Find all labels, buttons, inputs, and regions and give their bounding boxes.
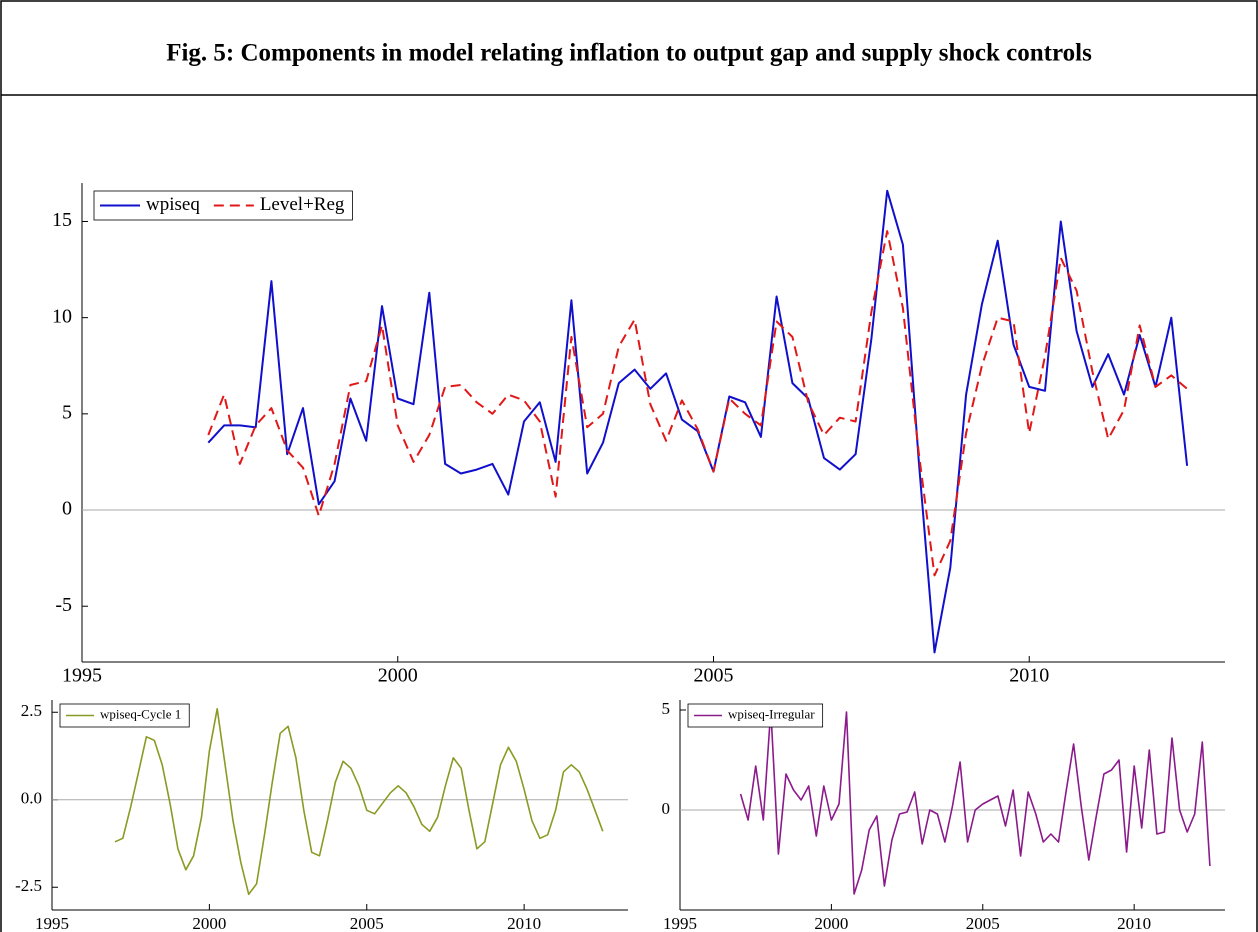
series-line xyxy=(114,708,604,896)
y-tick-label: -5 xyxy=(55,594,72,616)
y-tick-label: 5 xyxy=(62,401,72,423)
x-tick-label: 1995 xyxy=(35,914,69,932)
legend-label: wpiseq-Irregular xyxy=(728,706,815,721)
x-tick-label: 2010 xyxy=(1117,914,1151,932)
x-tick-label: 2010 xyxy=(507,914,541,932)
x-tick-label: 2005 xyxy=(350,914,384,932)
y-tick-label: 0.0 xyxy=(21,789,42,808)
y-tick-label: 0 xyxy=(662,799,671,818)
x-tick-label: 2000 xyxy=(814,914,848,932)
x-tick-label: 2000 xyxy=(192,914,226,932)
series-line xyxy=(207,189,1189,654)
y-tick-label: -2.5 xyxy=(15,876,42,895)
legend-label: wpiseq xyxy=(146,194,200,215)
legend-box xyxy=(59,703,190,728)
x-tick-label: 2010 xyxy=(1009,665,1049,687)
x-tick-label: 2005 xyxy=(966,914,1000,932)
figure-title: Fig. 5: Components in model relating inf… xyxy=(166,40,1092,67)
x-tick-label: 2005 xyxy=(693,665,733,687)
x-tick-label: 2000 xyxy=(378,665,418,687)
x-tick-label: 1995 xyxy=(663,914,697,932)
y-tick-label: 15 xyxy=(52,209,72,231)
series-line xyxy=(739,709,1211,895)
series-line xyxy=(207,230,1188,577)
legend-label: Level+Reg xyxy=(260,194,345,215)
y-tick-label: 2.5 xyxy=(21,701,42,720)
y-tick-label: 5 xyxy=(662,699,671,718)
y-tick-label: 10 xyxy=(52,305,72,327)
legend-label: wpiseq-Cycle 1 xyxy=(100,706,181,721)
y-tick-label: 0 xyxy=(62,498,72,520)
x-tick-label: 1995 xyxy=(62,665,102,687)
legend-box xyxy=(687,703,824,728)
